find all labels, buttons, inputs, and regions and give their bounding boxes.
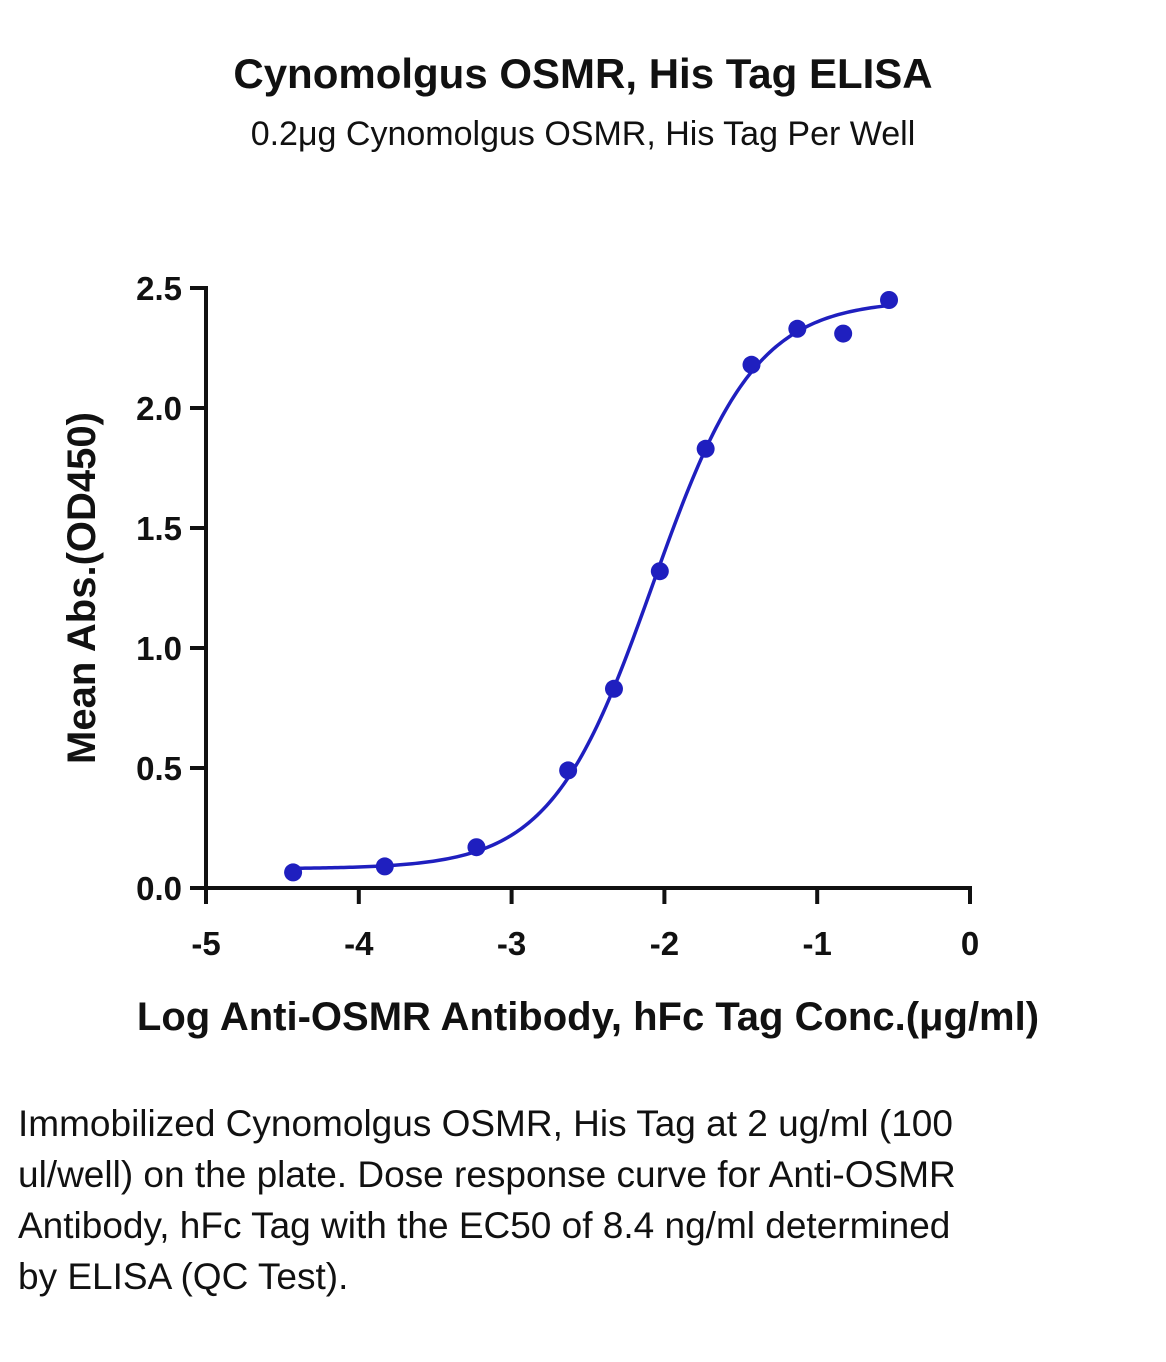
x-tick-label: -3 [497,925,526,962]
caption-text: Immobilized Cynomolgus OSMR, His Tag at … [18,1103,956,1297]
data-point [604,679,623,698]
data-point [880,291,899,309]
y-axis-title: Mean Abs.(OD450) [60,412,104,764]
data-point [650,562,669,581]
fit-curve [293,303,890,871]
y-ticks: 0.0 0.5 1.0 1.5 2.0 2.5 [136,270,206,907]
data-point [742,355,761,374]
y-tick-label: 0.0 [136,870,182,907]
x-axis-title: Log Anti-OSMR Antibody, hFc Tag Conc.(μg… [137,995,1039,1039]
chart-subtitle: 0.2μg Cynomolgus OSMR, His Tag Per Well [250,115,916,153]
data-point [467,838,486,857]
y-tick-label: 2.5 [136,270,182,307]
data-point [559,761,578,780]
data-points [284,291,899,882]
x-tick-label: -4 [344,925,374,962]
y-tick-label: 2.0 [136,390,182,427]
elisa-chart: 0.0 0.5 1.0 1.5 2.0 2.5 -5 -4 -3 -2 -1 0 Mean Abs.… [60,270,1039,1039]
y-tick-label: 0.5 [136,750,182,787]
data-point [696,439,715,458]
data-point [375,857,394,876]
y-tick-label: 1.5 [136,510,182,547]
x-tick-label: 0 [961,925,979,962]
data-point [788,319,807,338]
data-point [834,324,853,343]
data-point [284,863,303,882]
chart-title: Cynomolgus OSMR, His Tag ELISA [233,50,933,97]
y-tick-label: 1.0 [136,630,182,667]
x-tick-label: -2 [650,925,679,962]
x-ticks: -5 -4 -3 -2 -1 0 [191,888,979,962]
x-tick-label: -1 [803,925,832,962]
x-tick-label: -5 [191,925,220,962]
axes [204,286,972,890]
